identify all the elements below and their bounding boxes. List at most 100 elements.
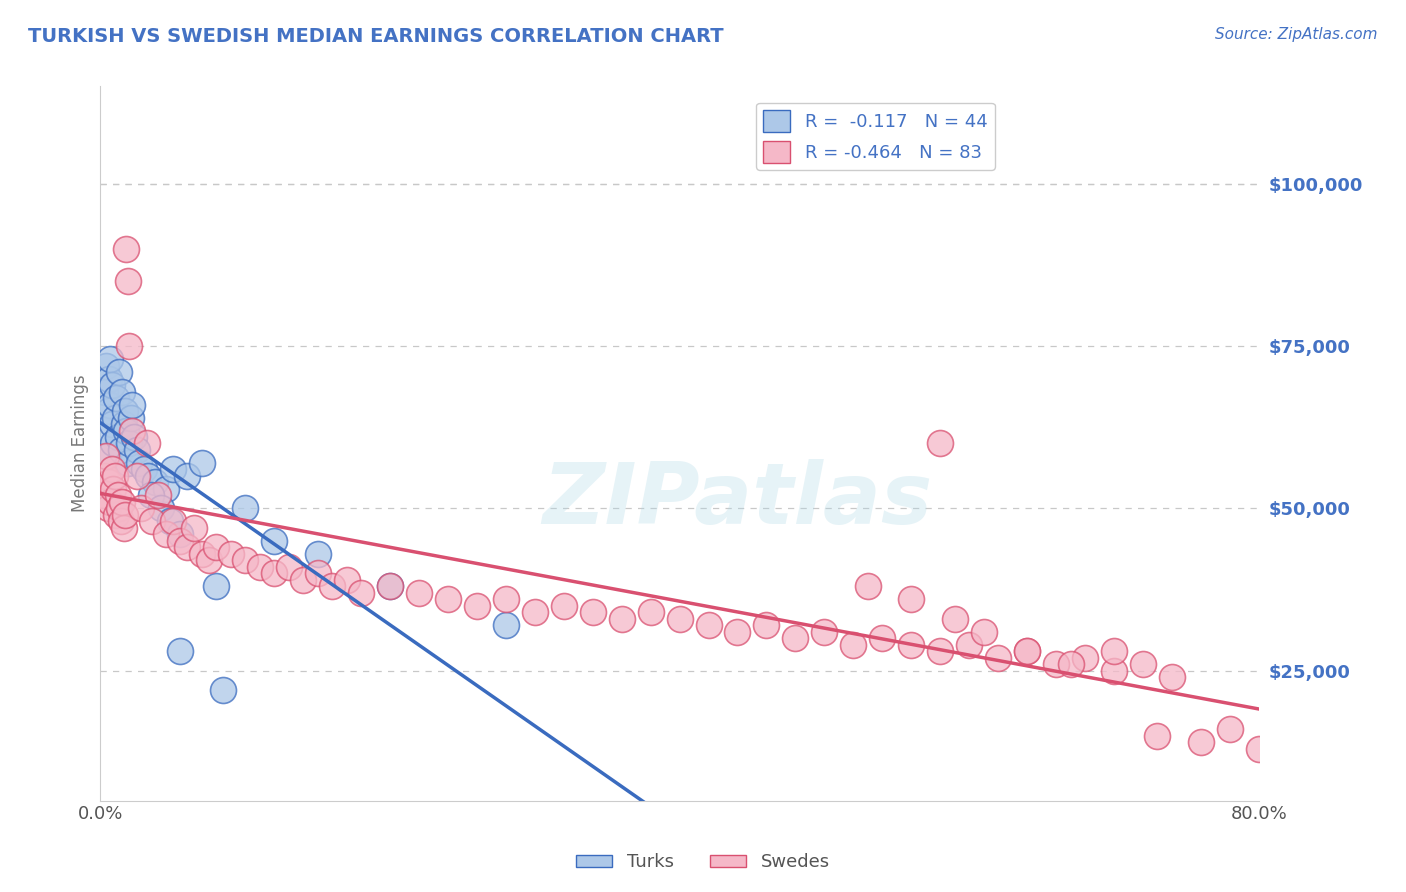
Point xyxy=(190,547,212,561)
Text: TURKISH VS SWEDISH MEDIAN EARNINGS CORRELATION CHART: TURKISH VS SWEDISH MEDIAN EARNINGS CORRE… xyxy=(28,27,724,45)
Point xyxy=(121,398,143,412)
Point xyxy=(1160,670,1182,684)
Point xyxy=(148,488,170,502)
Point xyxy=(104,410,127,425)
Point xyxy=(129,501,152,516)
Point xyxy=(205,579,228,593)
Point xyxy=(110,515,132,529)
Point xyxy=(104,469,127,483)
Point xyxy=(117,456,139,470)
Point xyxy=(94,450,117,464)
Point xyxy=(640,605,662,619)
Point xyxy=(128,456,150,470)
Point xyxy=(987,650,1010,665)
Point xyxy=(1059,657,1081,672)
Point xyxy=(105,508,128,522)
Point xyxy=(155,527,177,541)
Point xyxy=(219,547,242,561)
Point xyxy=(785,632,807,646)
Point xyxy=(582,605,605,619)
Point xyxy=(100,352,122,367)
Point xyxy=(91,424,114,438)
Point xyxy=(169,644,191,658)
Point xyxy=(122,430,145,444)
Point xyxy=(973,624,995,639)
Point xyxy=(1017,644,1039,658)
Point xyxy=(1074,650,1097,665)
Point xyxy=(108,501,131,516)
Point xyxy=(1219,722,1241,736)
Point xyxy=(856,579,879,593)
Point xyxy=(112,417,135,431)
Point xyxy=(495,592,517,607)
Point xyxy=(408,586,430,600)
Point xyxy=(1102,664,1125,678)
Point xyxy=(145,475,167,490)
Point xyxy=(114,508,136,522)
Point xyxy=(100,495,122,509)
Point xyxy=(125,442,148,457)
Point xyxy=(110,442,132,457)
Point xyxy=(277,559,299,574)
Point xyxy=(176,541,198,555)
Point xyxy=(813,624,835,639)
Point xyxy=(553,599,575,613)
Point xyxy=(118,339,141,353)
Point xyxy=(263,566,285,581)
Text: ZIPatlas: ZIPatlas xyxy=(543,459,932,542)
Point xyxy=(91,488,114,502)
Point xyxy=(118,436,141,450)
Point xyxy=(97,404,120,418)
Point xyxy=(378,579,401,593)
Point xyxy=(465,599,488,613)
Point xyxy=(94,359,117,373)
Point xyxy=(162,515,184,529)
Point xyxy=(111,495,134,509)
Point xyxy=(93,384,115,399)
Point xyxy=(132,462,155,476)
Point xyxy=(263,533,285,548)
Point xyxy=(103,482,125,496)
Point xyxy=(249,559,271,574)
Point xyxy=(98,371,121,385)
Point xyxy=(233,553,256,567)
Legend: Turks, Swedes: Turks, Swedes xyxy=(569,847,837,879)
Point xyxy=(1132,657,1154,672)
Point xyxy=(307,566,329,581)
Point xyxy=(190,456,212,470)
Point xyxy=(98,475,121,490)
Point xyxy=(1017,644,1039,658)
Point xyxy=(150,501,173,516)
Point xyxy=(97,501,120,516)
Point xyxy=(929,436,952,450)
Point xyxy=(155,482,177,496)
Point xyxy=(335,573,357,587)
Point xyxy=(495,618,517,632)
Point xyxy=(872,632,894,646)
Point xyxy=(169,527,191,541)
Point xyxy=(1146,729,1168,743)
Point xyxy=(437,592,460,607)
Point xyxy=(378,579,401,593)
Point xyxy=(101,378,124,392)
Legend: R =  -0.117   N = 44, R = -0.464   N = 83: R = -0.117 N = 44, R = -0.464 N = 83 xyxy=(756,103,995,170)
Point xyxy=(176,469,198,483)
Point xyxy=(350,586,373,600)
Point xyxy=(111,384,134,399)
Point xyxy=(900,638,922,652)
Point xyxy=(136,469,159,483)
Point xyxy=(929,644,952,658)
Point xyxy=(205,541,228,555)
Point xyxy=(101,417,124,431)
Point xyxy=(105,391,128,405)
Point xyxy=(162,462,184,476)
Point xyxy=(101,462,124,476)
Point xyxy=(523,605,546,619)
Point xyxy=(727,624,749,639)
Point xyxy=(198,553,221,567)
Point xyxy=(842,638,865,652)
Point xyxy=(107,488,129,502)
Point xyxy=(321,579,343,593)
Point xyxy=(668,612,690,626)
Point xyxy=(183,521,205,535)
